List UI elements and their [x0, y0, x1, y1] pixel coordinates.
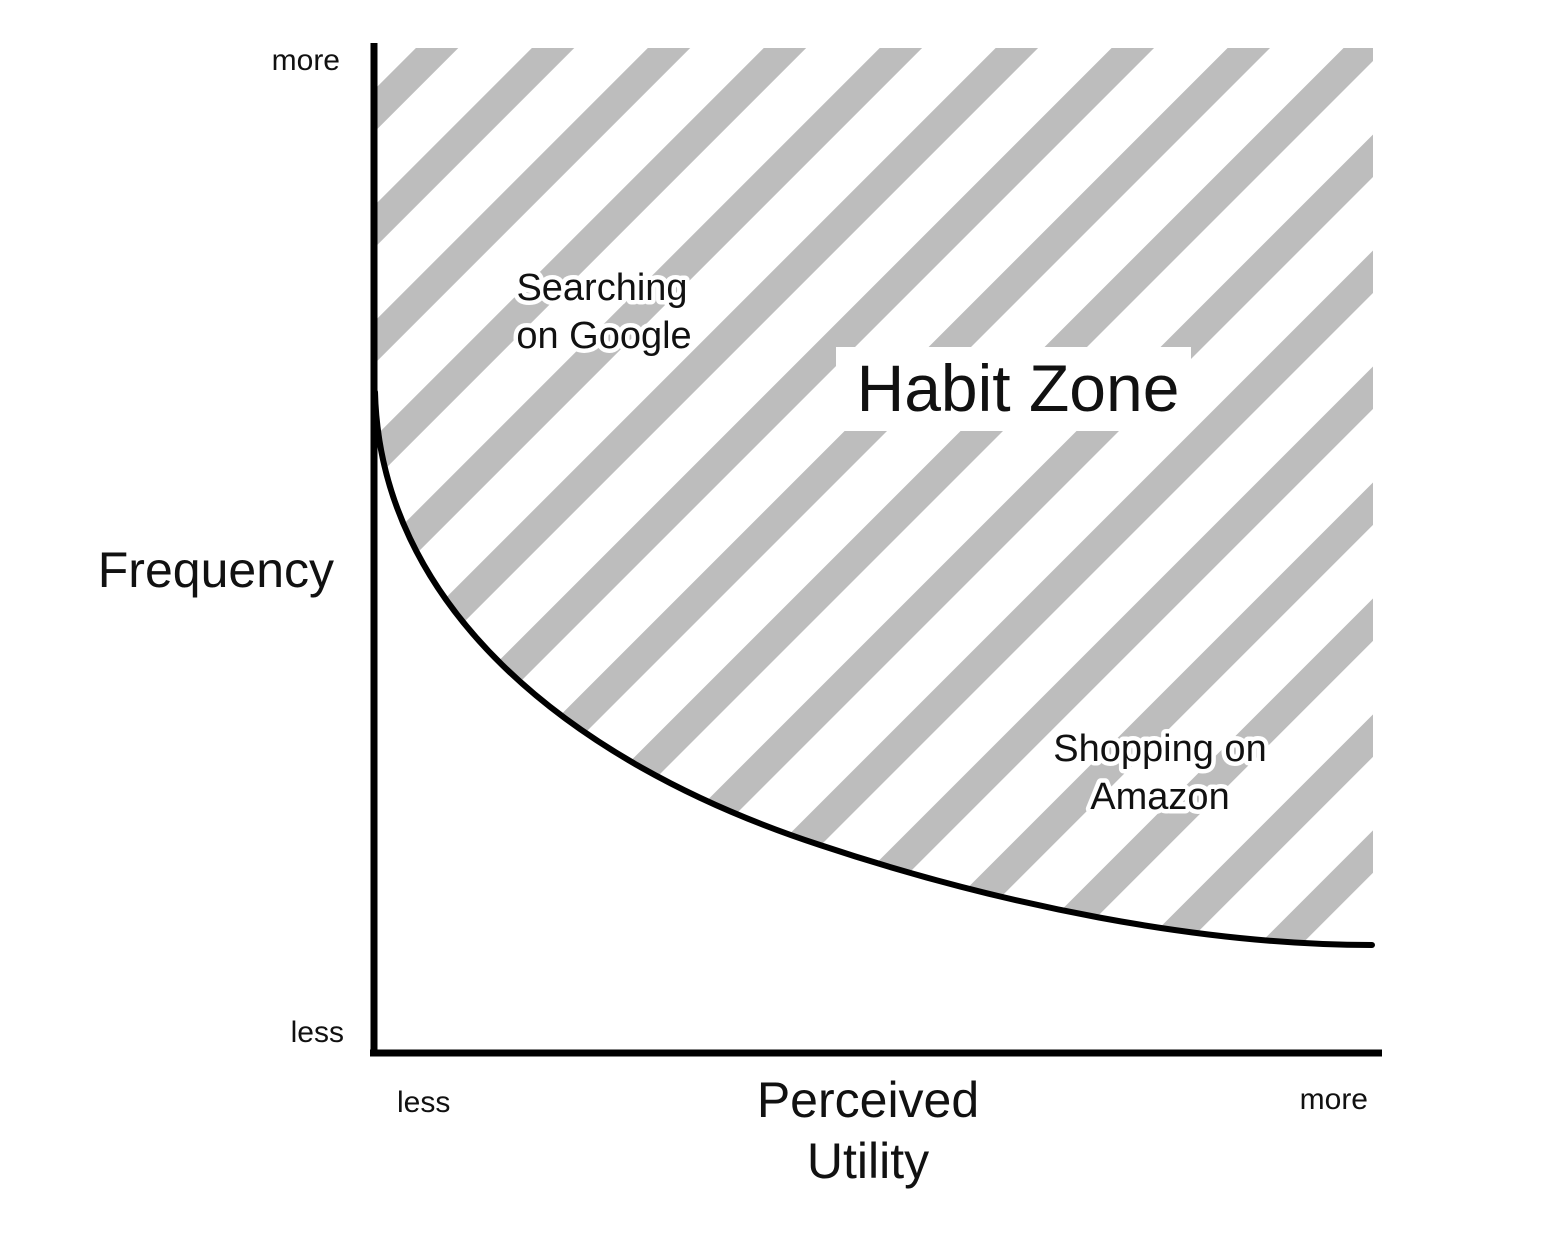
x-axis-high-label: more [1300, 1083, 1368, 1116]
zone-title: Habit Zone [857, 351, 1180, 425]
example-amazon: Shopping on Amazon [1049, 724, 1271, 823]
example-google-line1: Searching [516, 267, 687, 309]
habit-threshold-curve [372, 389, 1375, 948]
y-axis-low-label: less [291, 1016, 344, 1049]
x-axis-title-line2: Utility [807, 1133, 929, 1189]
example-amazon-line1: Shopping on [1053, 728, 1266, 770]
x-axis-title-line1: Perceived [757, 1072, 979, 1128]
example-google-line2: on Google [516, 315, 691, 357]
x-axis-low-label: less [397, 1086, 450, 1119]
example-google: Searching on Google [512, 263, 696, 362]
y-axis-high-label: more [272, 44, 340, 77]
example-amazon-line2: Amazon [1090, 776, 1229, 818]
zone-title-background [836, 347, 1191, 431]
y-axis-title: Frequency [98, 542, 334, 598]
